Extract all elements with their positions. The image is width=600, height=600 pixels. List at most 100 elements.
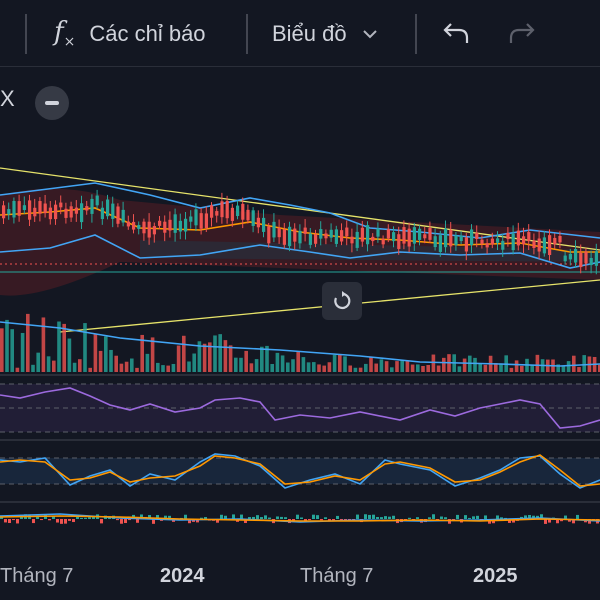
candle [288,226,292,247]
macd-bar [256,515,259,519]
macd-bar [48,519,51,521]
redo-icon[interactable] [508,20,536,46]
candle [392,232,396,242]
volume-bar [535,354,540,372]
volume-bar [239,357,243,372]
volume-bar [582,355,586,372]
volume-bar [10,329,14,372]
candle [246,209,250,221]
macd-bar [204,517,207,519]
macd-bar [60,519,63,524]
reset-chart-button[interactable] [322,282,362,320]
volume-bar [343,356,347,372]
candle [111,203,115,219]
volume-bar [20,332,25,372]
macd-bar [156,515,159,519]
volume-bar [478,363,482,372]
candle [386,229,390,239]
macd-bar [116,519,119,521]
candle [506,233,510,240]
macd-bar [456,514,459,519]
macd-bar [380,517,383,519]
macd-bar [196,519,199,523]
volume-bar [473,357,477,372]
candle [324,233,328,239]
time-axis-label: Tháng 7 [0,565,74,587]
volume-bar [317,364,321,372]
volume-bar [561,366,566,372]
volume-bar [332,354,337,372]
candle [168,219,172,231]
macd-bar [224,515,227,519]
reset-icon [334,291,351,310]
volume-bar [176,345,181,372]
volume-bar [572,355,576,372]
candle [527,232,531,242]
candle [147,221,151,238]
macd-bar [216,519,219,523]
volume-bar [31,364,35,372]
candle [173,214,177,233]
candle [7,209,11,215]
volume-bar [598,364,600,372]
macd-bar [252,516,255,519]
macd-bar [448,519,451,524]
chart-type-button[interactable]: Biểu đồ [272,18,377,50]
volume-bar [275,352,280,372]
macd-bar [244,519,247,524]
volume-bar [400,360,404,372]
volume-bar [514,360,519,372]
macd-bar [544,519,547,524]
candle [184,218,188,232]
macd-bar [476,515,479,519]
volume-bar [566,361,571,372]
candle [360,227,364,242]
macd-bar [16,519,19,524]
bollinger-upper [0,182,600,239]
candle [33,207,37,217]
collapse-legend-button[interactable] [35,86,69,120]
macd-bar [152,519,155,524]
candle [277,228,281,238]
undo-icon[interactable] [442,20,470,46]
volume-bar [254,359,259,372]
macd-bar [68,519,71,521]
candle [262,217,266,232]
candle [54,204,58,220]
candle [163,221,167,233]
candle [85,206,89,211]
macd-bar [240,514,243,519]
volume-bar [249,363,254,372]
volume-bar [124,361,129,372]
candle [558,235,562,243]
volume-bar [135,367,139,372]
volume-bar [322,365,326,372]
candle [199,213,203,229]
stoch-band [0,458,600,484]
stoch-k-line [0,453,600,489]
volume-bar [130,358,134,372]
macd-bar [416,517,419,519]
indicators-button[interactable]: f× Các chỉ báo [54,17,206,50]
macd-bar [264,515,267,519]
volume-bar [410,364,415,372]
candle [293,228,297,242]
legend-close-icon[interactable]: X [0,86,15,111]
bollinger-lower [0,234,600,269]
volume-bar [270,363,274,372]
candle [459,235,463,242]
macd-bar [428,517,431,519]
macd-bar [260,517,263,519]
candle [225,200,229,219]
price-chart[interactable] [0,66,600,600]
volume-bar [197,341,202,372]
candle [204,213,208,228]
macd-bar [548,519,551,523]
volume-bar [98,350,103,372]
macd-bar [280,516,283,519]
volume-bar [187,361,191,372]
macd-bar [528,515,531,519]
volume-bar [260,346,264,372]
volume-bar [62,323,66,372]
macd-bar [268,517,271,519]
